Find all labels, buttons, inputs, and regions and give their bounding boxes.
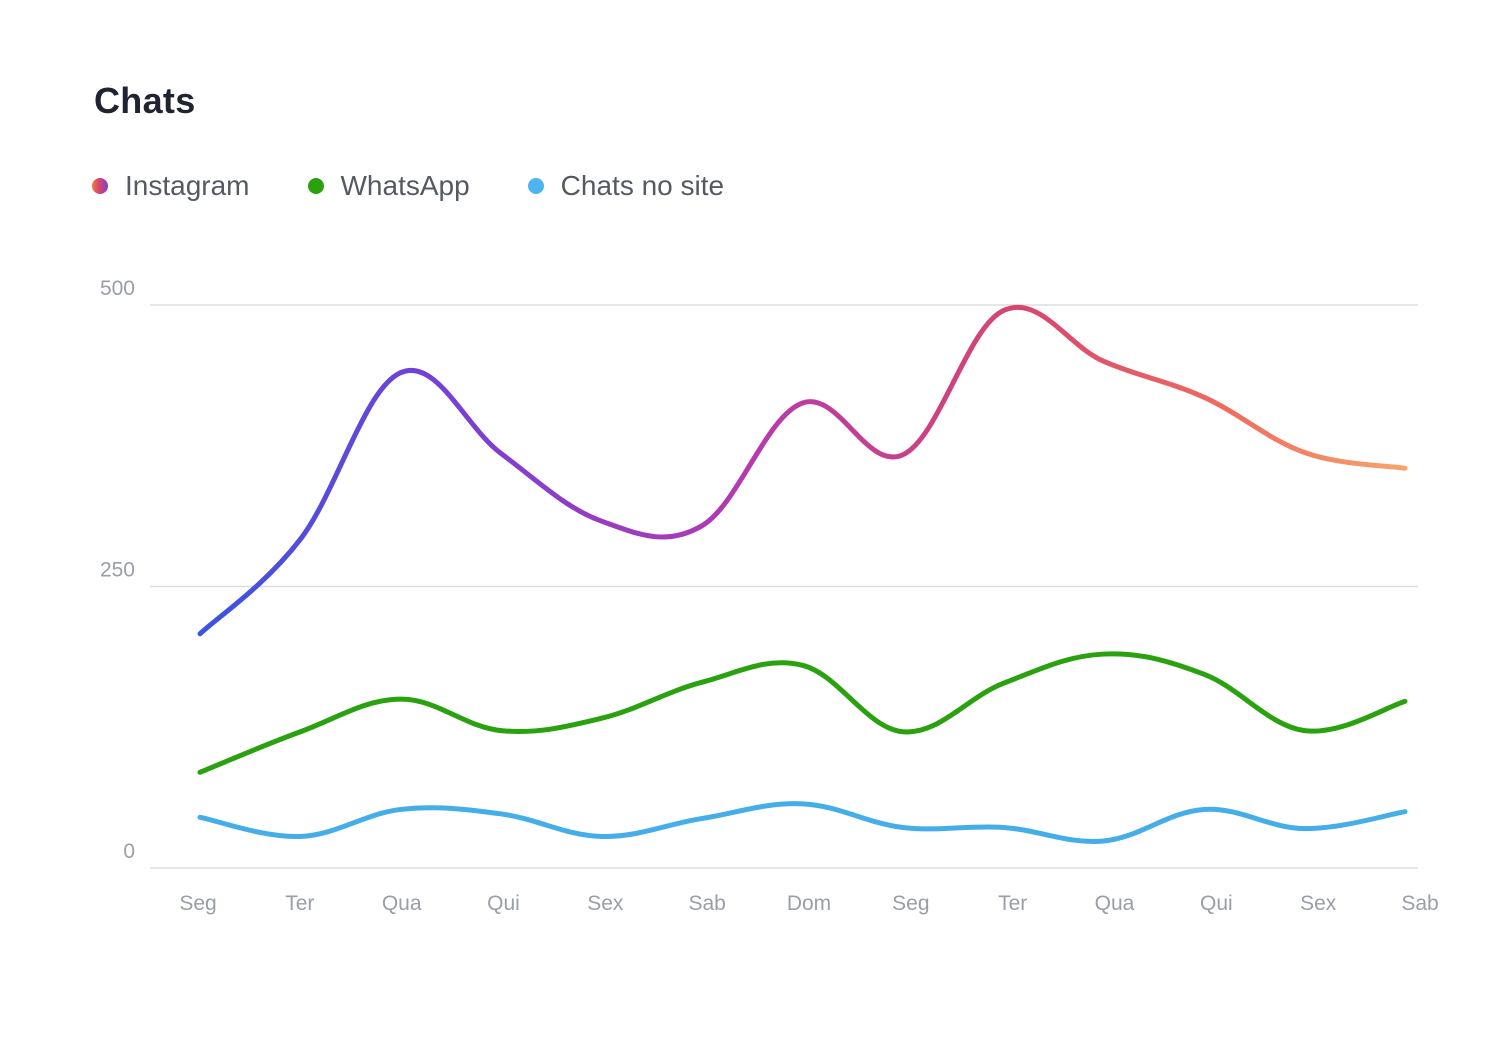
series-line-site[interactable] xyxy=(197,801,1408,844)
legend-item-instagram[interactable]: Instagram xyxy=(92,170,250,202)
x-tick-label: Ter xyxy=(285,892,314,915)
x-tick-label: Sex xyxy=(587,892,624,915)
x-tick-label: Qua xyxy=(1095,892,1135,915)
legend-label-instagram: Instagram xyxy=(125,170,250,201)
grid xyxy=(150,304,1418,869)
x-tick-label: Sab xyxy=(688,892,725,915)
x-tick-label: Sab xyxy=(1401,892,1438,915)
axis-ticks: 0 250 500 Seg Ter Qua Qui Sex Sab Dom Seg Ter Qua Qui… xyxy=(100,277,1439,915)
x-tick-label: Sex xyxy=(1300,892,1337,915)
y-tick-label: 500 xyxy=(100,277,135,300)
y-tick-label: 0 xyxy=(123,840,135,863)
legend-item-site[interactable]: Chats no site xyxy=(527,170,725,202)
legend-label-site: Chats no site xyxy=(560,170,725,201)
y-tick-label: 250 xyxy=(100,559,135,582)
series xyxy=(197,304,1408,844)
x-tick-label: Dom xyxy=(787,892,831,915)
x-tick-label: Qui xyxy=(487,892,520,915)
series-line-whatsapp[interactable] xyxy=(197,651,1408,775)
legend: Instagram WhatsApp Chats no site xyxy=(92,170,782,202)
legend-item-whatsapp[interactable]: WhatsApp xyxy=(307,170,470,202)
series-line-instagram[interactable] xyxy=(197,304,1408,637)
x-tick-label: Ter xyxy=(998,892,1027,915)
legend-label-whatsapp: WhatsApp xyxy=(340,170,470,201)
site-dot-icon xyxy=(527,178,544,194)
whatsapp-dot-icon xyxy=(307,178,324,194)
x-tick-label: Seg xyxy=(892,892,929,915)
x-tick-label: Qui xyxy=(1200,892,1233,915)
instagram-dot-icon xyxy=(92,178,108,194)
chart-title: Chats xyxy=(94,80,196,121)
x-tick-label: Seg xyxy=(179,892,216,915)
x-tick-label: Qua xyxy=(382,892,422,915)
